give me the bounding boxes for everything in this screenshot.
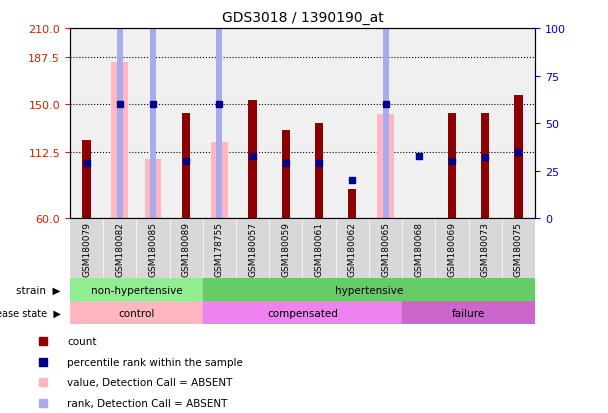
Text: GSM180082: GSM180082 — [116, 222, 124, 277]
Text: GSM180073: GSM180073 — [481, 222, 489, 277]
Bar — [82, 140, 91, 219]
Text: GSM180059: GSM180059 — [282, 222, 291, 277]
Bar — [182, 114, 190, 219]
Bar — [377, 115, 394, 219]
Text: strain  ▶: strain ▶ — [16, 285, 61, 295]
Bar — [203, 279, 535, 301]
Bar — [145, 159, 161, 219]
Bar — [70, 279, 203, 301]
Bar — [249, 101, 257, 219]
Bar — [117, 0, 123, 219]
Text: GSM180057: GSM180057 — [248, 222, 257, 277]
Text: compensated: compensated — [267, 308, 338, 318]
Bar — [70, 301, 203, 324]
Bar — [481, 114, 489, 219]
Bar — [448, 114, 456, 219]
Bar — [203, 301, 402, 324]
Title: GDS3018 / 1390190_at: GDS3018 / 1390190_at — [221, 11, 384, 25]
Bar — [315, 124, 323, 219]
Text: hypertensive: hypertensive — [335, 285, 403, 295]
Bar — [211, 143, 228, 219]
Text: rank, Detection Call = ABSENT: rank, Detection Call = ABSENT — [67, 398, 227, 408]
Text: GSM180075: GSM180075 — [514, 222, 523, 277]
Bar — [282, 130, 290, 219]
Text: value, Detection Call = ABSENT: value, Detection Call = ABSENT — [67, 377, 232, 387]
Text: GSM178755: GSM178755 — [215, 222, 224, 277]
Text: GSM180068: GSM180068 — [414, 222, 423, 277]
Text: disease state  ▶: disease state ▶ — [0, 308, 61, 318]
Text: GSM180089: GSM180089 — [182, 222, 191, 277]
Text: GSM180061: GSM180061 — [314, 222, 323, 277]
Text: GSM180065: GSM180065 — [381, 222, 390, 277]
Bar — [382, 0, 389, 219]
Bar — [514, 96, 523, 219]
Text: percentile rank within the sample: percentile rank within the sample — [67, 357, 243, 367]
Bar — [216, 0, 223, 219]
Text: control: control — [118, 308, 154, 318]
Bar — [150, 4, 156, 219]
Text: GSM180069: GSM180069 — [447, 222, 457, 277]
Text: GSM180085: GSM180085 — [148, 222, 157, 277]
Text: count: count — [67, 336, 97, 346]
Text: non-hypertensive: non-hypertensive — [91, 285, 182, 295]
Bar — [402, 301, 535, 324]
Text: failure: failure — [452, 308, 485, 318]
Bar — [111, 63, 128, 219]
Bar — [348, 190, 356, 219]
Text: GSM180062: GSM180062 — [348, 222, 357, 277]
Text: GSM180079: GSM180079 — [82, 222, 91, 277]
